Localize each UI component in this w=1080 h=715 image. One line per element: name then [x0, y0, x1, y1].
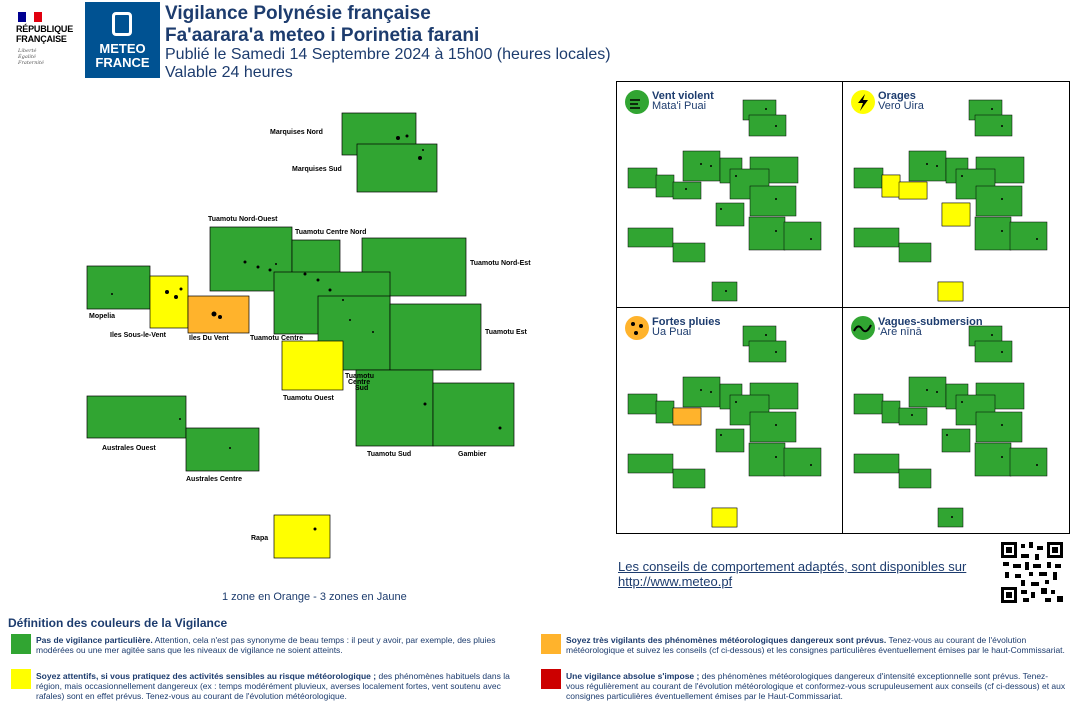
- zone-iles-sous-le-vent[interactable]: [149, 275, 189, 329]
- panel-fortes-pluies[interactable]: Fortes pluies Ua Puai: [625, 316, 822, 528]
- rain-icon: [625, 316, 649, 340]
- legend-orange: Soyez très vigilants des phénomènes mété…: [566, 635, 1065, 655]
- legend-red: Une vigilance absolue s'impose ; des phé…: [566, 671, 1066, 701]
- page-title-tahitian: Fa'aarara'a meteo i Porinetia farani: [165, 25, 480, 46]
- wave-icon: [851, 316, 875, 340]
- label-australes-centre: Australes Centre: [186, 476, 242, 483]
- label-tuamotu-centre-nord: Tuamotu Centre Nord: [295, 229, 366, 236]
- label-tuamotu-centre: Tuamotu Centre: [250, 335, 303, 342]
- zone-iles-du-vent[interactable]: [187, 295, 250, 334]
- rf-motto-2: Égalité: [18, 54, 36, 60]
- zone-mopelia[interactable]: [86, 265, 151, 310]
- rf-line-2: FRANÇAISE: [16, 34, 67, 44]
- panel-vent-violent[interactable]: Vent violent Mata'i Puai: [625, 90, 822, 302]
- legend-swatch-orange: [541, 634, 561, 654]
- rf-line-1: RÉPUBLIQUE: [16, 24, 74, 34]
- label-tuamotu-sud: Tuamotu Sud: [367, 451, 411, 458]
- label-iles-du-vent: Iles Du Vent: [189, 335, 229, 342]
- rf-motto-3: Fraternité: [18, 60, 44, 66]
- zone-gambier[interactable]: [432, 382, 515, 447]
- legend-swatch-red: [541, 669, 561, 689]
- legend-swatch-yellow: [11, 669, 31, 689]
- panel-title-fortes-pluies: Fortes pluies: [652, 316, 720, 328]
- zone-tuamotu-est[interactable]: [389, 303, 482, 371]
- panel-subtitle-vagues-submersion: 'Are nīnā: [878, 326, 923, 338]
- advice-link[interactable]: Les conseils de comportement adaptés, so…: [618, 559, 967, 589]
- label-tuamotu-centre-sud-2: Centre: [348, 379, 370, 386]
- validity-period: Valable 24 heures: [165, 64, 293, 81]
- label-tuamotu-nord-ouest: Tuamotu Nord-Ouest: [208, 216, 278, 223]
- zone-rapa[interactable]: [273, 514, 331, 559]
- legend-green: Pas de vigilance particulière. Attention…: [36, 635, 496, 655]
- label-marquises-sud: Marquises Sud: [292, 166, 342, 173]
- zone-tuamotu-sud[interactable]: [355, 369, 434, 447]
- vigilance-summary: 1 zone en Orange - 3 zones en Jaune: [222, 591, 407, 603]
- meteo-france-logo: METEO FRANCE: [85, 2, 160, 78]
- islands: [111, 134, 502, 531]
- label-tuamotu-centre-sud-3: Sud: [355, 385, 368, 392]
- panel-title-orages: Orages: [878, 90, 916, 102]
- legend-swatch-green: [11, 634, 31, 654]
- label-tuamotu-est: Tuamotu Est: [485, 329, 528, 336]
- mf-line-1: METEO: [99, 41, 146, 56]
- label-australes-ouest: Australes Ouest: [102, 445, 156, 452]
- phenomenon-panels: Vent violent Mata'i Puai Orages Vero Uir…: [616, 81, 1070, 534]
- zone-australes-ouest[interactable]: [86, 395, 187, 439]
- panel-title-vent-violent: Vent violent: [652, 90, 714, 102]
- panel-subtitle-orages: Vero Uira: [878, 100, 925, 112]
- panel-subtitle-vent-violent: Mata'i Puai: [652, 100, 706, 112]
- mf-line-2: FRANCE: [95, 55, 150, 70]
- publication-date: Publié le Samedi 14 Septembre 2024 à 15h…: [165, 46, 611, 63]
- zone-tuamotu-ouest[interactable]: [281, 340, 344, 391]
- vigilance-main-map: Marquises Nord Marquises Sud Tuamotu Nor…: [86, 112, 531, 559]
- panel-orages[interactable]: Orages Vero Uira: [851, 90, 1048, 302]
- qr-code-icon[interactable]: [1001, 542, 1063, 603]
- rf-motto-1: Liberté: [18, 48, 37, 54]
- zone-australes-centre[interactable]: [185, 427, 260, 472]
- legend-yellow: Soyez attentifs, si vous pratiquez des a…: [36, 671, 510, 701]
- legend-title: Définition des couleurs de la Vigilance: [8, 616, 228, 630]
- label-tuamotu-ouest: Tuamotu Ouest: [283, 395, 334, 402]
- wind-icon: [625, 90, 649, 114]
- panel-subtitle-fortes-pluies: Ua Puai: [652, 326, 691, 338]
- label-rapa: Rapa: [251, 535, 268, 542]
- republique-francaise-logo: RÉPUBLIQUE FRANÇAISE Liberté Égalité Fra…: [14, 8, 80, 74]
- meteo-france-emblem-icon: [112, 12, 132, 36]
- panel-title-vagues-submersion: Vagues-submersion: [878, 316, 983, 328]
- label-iles-sous-le-vent: Iles Sous-le-Vent: [110, 332, 167, 339]
- label-gambier: Gambier: [458, 451, 487, 458]
- panel-vagues-submersion[interactable]: Vagues-submersion 'Are nīnā: [851, 316, 1048, 528]
- label-mopelia: Mopelia: [89, 313, 115, 320]
- label-marquises-nord: Marquises Nord: [270, 129, 323, 136]
- zone-marquises-sud[interactable]: [356, 143, 438, 193]
- flag-icon: [18, 12, 42, 22]
- label-tuamotu-centre-sud-1: Tuamotu: [345, 373, 374, 380]
- label-tuamotu-nord-est: Tuamotu Nord-Est: [470, 260, 531, 267]
- page-title: Vigilance Polynésie française: [165, 3, 431, 24]
